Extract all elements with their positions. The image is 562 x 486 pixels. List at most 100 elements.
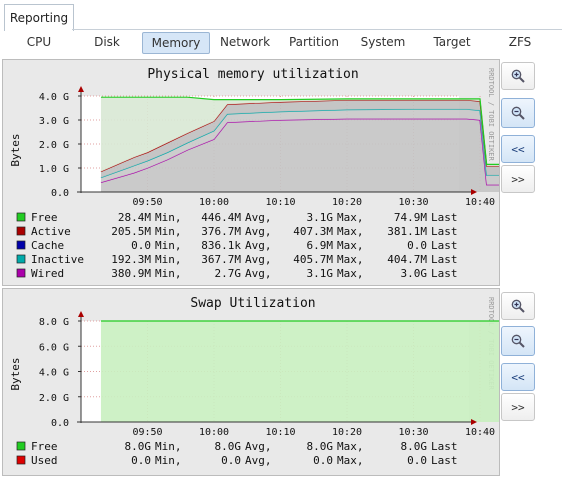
swap-chart: Swap Utilization Bytes RRDTOOL / TOBI OE…	[9, 296, 507, 467]
mem-legend-cell: 205.5M	[111, 225, 151, 238]
memory-chart: Physical memory utilization Bytes RRDTOO…	[9, 67, 507, 280]
tab-target-label: Target	[433, 35, 471, 49]
memory-stack	[100, 96, 507, 192]
swap-x-tick-label: 10:40	[465, 427, 495, 438]
swap-chart-title: Swap Utilization	[190, 296, 315, 311]
mem-legend-swatch	[16, 226, 26, 236]
mem-x-tick-label: 10:10	[265, 197, 295, 208]
mem-legend-cell: Avg,	[245, 225, 272, 238]
tab-partition-label: Partition	[288, 35, 339, 49]
mem-legend-swatch	[16, 240, 26, 250]
mem-legend-cell: Wired	[31, 267, 64, 280]
memory-y-label: Bytes	[9, 133, 22, 166]
swap-legend-cell: 8.0G	[307, 440, 334, 453]
tab-memory[interactable]: Memory	[142, 32, 210, 54]
tab-disk[interactable]: Disk	[82, 32, 132, 52]
swap-y-tick-label: 4.0 G	[39, 368, 69, 379]
memory-back-button[interactable]: <<	[501, 135, 535, 163]
swap-area-free	[100, 321, 507, 422]
memory-forward-button[interactable]: >>	[501, 165, 535, 193]
mem-legend-cell: 404.7M	[387, 253, 427, 266]
mem-legend-cell: Active	[31, 225, 71, 238]
mem-area-active	[100, 100, 507, 178]
swap-legend-row: Free 8.0G Min, 8.0G Avg, 8.0G Max, 8.0G Last	[16, 440, 458, 453]
mem-legend-row: Wired 380.9M Min, 2.7G Avg, 3.1G Max, 3.0G Last	[16, 267, 458, 280]
mem-legend-cell: 2.7G	[215, 267, 242, 280]
mem-x-tick-label: 10:00	[199, 197, 229, 208]
mem-legend-cell: Max,	[337, 253, 364, 266]
memory-x-arrow	[471, 189, 477, 195]
swap-x-ticks: 09:50 10:00 10:10 10:20 10:30 10:40	[132, 427, 495, 438]
tab-partition[interactable]: Partition	[283, 32, 345, 52]
zoom-out-icon	[511, 106, 525, 120]
swap-stack	[100, 320, 507, 422]
tab-system[interactable]: System	[355, 32, 411, 52]
swap-back-button[interactable]: <<	[501, 363, 535, 391]
swap-y-tick-label: 8.0 G	[39, 317, 69, 328]
tab-zfs[interactable]: ZFS	[500, 32, 540, 52]
mem-legend-row: Inactive 192.3M Min, 367.7M Avg, 405.7M Max, 40…	[16, 253, 458, 266]
swap-legend-cell: Last	[431, 440, 458, 453]
mem-legend-cell: Avg,	[245, 253, 272, 266]
swap-legend-cell: Max,	[337, 454, 364, 467]
tab-cpu[interactable]: CPU	[14, 32, 64, 52]
swap-legend-cell: Avg,	[245, 454, 272, 467]
swap-legend-cell: Last	[431, 454, 458, 467]
swap-legend-cell: Avg,	[245, 440, 272, 453]
swap-legend-cell: Min,	[155, 454, 182, 467]
swap-legend-cell: 0.0	[221, 454, 241, 467]
mem-legend-cell: 3.0G	[401, 267, 428, 280]
memory-graph: Physical memory utilization Bytes RRDTOO…	[2, 59, 507, 286]
rrdtool-credit: RRDTOOL / TOBI OETIKER	[487, 68, 495, 162]
swap-forward-button[interactable]: >>	[501, 393, 535, 421]
mem-x-tick-label: 10:40	[465, 197, 495, 208]
mem-y-tick-label: 4.0 G	[39, 92, 69, 103]
tab-memory-label: Memory	[151, 36, 201, 50]
zoom-in-icon	[511, 299, 525, 313]
swap-legend-cell: 0.0	[131, 454, 151, 467]
tab-target[interactable]: Target	[428, 32, 476, 52]
mem-legend-cell: 836.1k	[201, 239, 241, 252]
memory-zoom-out-button[interactable]	[501, 98, 535, 128]
mem-legend-cell: 74.9M	[394, 211, 427, 224]
mem-legend-cell: Min,	[155, 211, 182, 224]
swap-x-tick-label: 10:10	[265, 427, 295, 438]
mem-legend-cell: Max,	[337, 239, 364, 252]
mem-legend-cell: Max,	[337, 225, 364, 238]
mem-legend-cell: 407.3M	[293, 225, 333, 238]
mem-legend-cell: Min,	[155, 267, 182, 280]
mem-legend-cell: Max,	[337, 211, 364, 224]
swap-legend-cell: Max,	[337, 440, 364, 453]
mem-legend-row: Active 205.5M Min, 376.7M Avg, 407.3M Max, 381.…	[16, 225, 458, 238]
swap-graph: Swap Utilization Bytes RRDTOOL / TOBI OE…	[2, 288, 507, 476]
mem-legend-cell: Free	[31, 211, 58, 224]
memory-legend: Free 28.4M Min, 446.4M Avg, 3.1G Max, 74.9M Last…	[16, 211, 458, 280]
swap-legend-row: Used 0.0 Min, 0.0 Avg, 0.0 Max, 0.0 Last	[16, 454, 458, 467]
mem-x-tick-label: 10:30	[398, 197, 428, 208]
mem-y-tick-label: 0.0	[51, 188, 69, 199]
tab-disk-label: Disk	[94, 35, 120, 49]
mem-legend-cell: Min,	[155, 239, 182, 252]
mem-legend-cell: 3.1G	[307, 267, 334, 280]
swap-zoom-in-button[interactable]	[501, 292, 535, 320]
mem-legend-row: Cache 0.0 Min, 836.1k Avg, 6.9M Max, 0.0 Last	[16, 239, 458, 252]
mem-area-free	[100, 97, 507, 172]
swap-legend-swatch	[16, 441, 26, 451]
mem-y-tick-label: 2.0 G	[39, 140, 69, 151]
swap-legend-swatch	[16, 455, 26, 465]
memory-chart-title: Physical memory utilization	[147, 67, 358, 82]
mem-legend-cell: 446.4M	[201, 211, 241, 224]
swap-legend-cell: 8.0G	[215, 440, 242, 453]
swap-y-tick-label: 2.0 G	[39, 393, 69, 404]
mem-legend-cell: Cache	[31, 239, 64, 252]
swap-legend: Free 8.0G Min, 8.0G Avg, 8.0G Max, 8.0G LastUsed…	[16, 440, 458, 467]
swap-zoom-out-button[interactable]	[501, 326, 535, 356]
tab-network[interactable]: Network	[215, 32, 275, 52]
back-label: <<	[511, 370, 525, 384]
mem-legend-swatch	[16, 254, 26, 264]
reporting-tab[interactable]: Reporting	[4, 4, 74, 31]
swap-x-tick-label: 10:00	[199, 427, 229, 438]
tab-system-label: System	[360, 35, 406, 49]
memory-zoom-in-button[interactable]	[501, 62, 535, 90]
mem-legend-cell: Min,	[155, 225, 182, 238]
